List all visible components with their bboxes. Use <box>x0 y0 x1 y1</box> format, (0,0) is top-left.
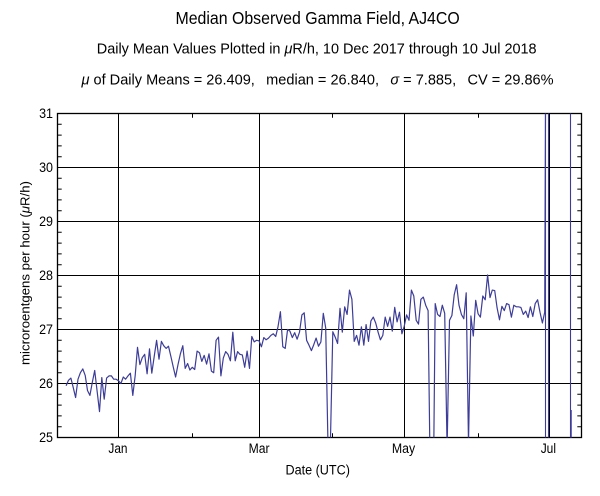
svg-text:Jul: Jul <box>541 441 556 456</box>
svg-text:Daily Mean Values Plotted in μ: Daily Mean Values Plotted in μR/h, 10 De… <box>97 41 537 57</box>
svg-text:Mar: Mar <box>249 441 270 456</box>
svg-text:microroentgens per hour (μR/h): microroentgens per hour (μR/h) <box>18 181 33 365</box>
svg-text:29: 29 <box>39 214 53 229</box>
svg-text:Jan: Jan <box>108 441 127 456</box>
svg-text:30: 30 <box>39 160 53 175</box>
svg-text:26: 26 <box>39 376 53 391</box>
svg-text:25: 25 <box>39 430 53 445</box>
svg-text:28: 28 <box>39 268 53 283</box>
svg-text:May: May <box>392 441 416 456</box>
svg-text:μ of Daily Means = 26.409, me: μ of Daily Means = 26.409, median = 26.8… <box>80 72 553 88</box>
svg-text:27: 27 <box>39 322 53 337</box>
svg-text:31: 31 <box>39 106 53 121</box>
svg-text:Date (UTC): Date (UTC) <box>286 463 350 478</box>
svg-text:Median Observed Gamma Field, A: Median Observed Gamma Field, AJ4CO <box>176 8 460 28</box>
